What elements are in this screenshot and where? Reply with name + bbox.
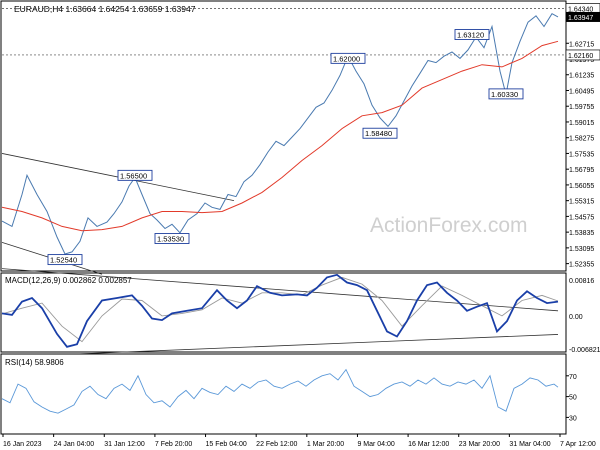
macd-panel-frame (0, 272, 567, 353)
time-axis-tick-label: 22 Feb 12:00 (256, 441, 297, 448)
current-price-tag: 1.63947 (566, 11, 600, 22)
price-y-tick-label: 1.53095 (569, 246, 594, 253)
price-level-tag-box (565, 49, 600, 61)
price-panel: ActionForex.com EURAUD,H4 1.63664 1.6425… (0, 0, 600, 275)
price-annotation-box (454, 29, 490, 40)
time-axis-tick-label: 16 Mar 12:00 (408, 441, 449, 448)
macd-y-tick-label: 0.00 (569, 314, 583, 321)
price-panel-frame (0, 0, 567, 272)
macd-y-tick-label: 0.00816 (569, 278, 594, 285)
price-annotation-box (154, 233, 190, 244)
time-axis-tick-label: 16 Jan 2023 (3, 441, 42, 448)
rsi-panel-title: RSI(14) 58.9806 (5, 358, 64, 367)
rsi-panel-frame (0, 353, 567, 435)
macd-y-axis: 0.00816 0.00 -0.006821 (569, 278, 600, 354)
watermark: ActionForex.com (370, 214, 528, 237)
moving-average-line (1, 40, 559, 232)
price-level-tag: 1.62160 (568, 53, 593, 60)
price-series-line (1, 13, 559, 255)
price-annotation-box (362, 127, 398, 139)
macd-y-tick-label: -0.006821 (569, 347, 600, 354)
price-y-tick-label: 1.61235 (569, 73, 594, 80)
rsi-y-tick-label: 30 (569, 415, 577, 422)
price-y-tick-label: 1.54575 (569, 214, 594, 221)
macd-line (1, 273, 559, 348)
price-y-tick-label: 1.58275 (569, 136, 594, 143)
current-price-box (566, 11, 600, 22)
price-panel-title: EURAUD,H4 1.63664 1.64254 1.63659 1.6394… (14, 4, 196, 14)
macd-panel-title: MACD(12,26,9) 0.002862 0.002857 (5, 276, 132, 285)
macd-panel: MACD(12,26,9) 0.002862 0.002857 0.008160… (0, 268, 600, 355)
price-y-tick-label: 1.59015 (569, 120, 594, 127)
price-y-axis: 1.52355 1.53095 1.53835 1.54575 1.55315 1.560… (566, 41, 594, 269)
price-y-tick-label: 1.57535 (569, 151, 594, 158)
price-annotation-label: 1.58480 (365, 129, 392, 138)
rsi-y-tick-label: 70 (569, 374, 577, 381)
macd-channel-lines (1, 268, 559, 355)
rsi-panel: RSI(14) 58.9806 30 50 70 (0, 353, 577, 435)
price-annotation-label: 1.63120 (457, 31, 484, 40)
price-annotation-label: 1.52540 (50, 256, 77, 265)
macd-channel-line (1, 268, 559, 312)
price-annotation-label: 1.53530 (157, 235, 184, 244)
price-annotation-label: 1.62000 (333, 54, 360, 63)
time-axis-tick-label: 31 Jan 12:00 (104, 441, 145, 448)
time-axis-tick-label: 24 Jan 04:00 (54, 441, 95, 448)
macd-channel-line (76, 334, 559, 355)
price-annotation-label: 1.56500 (120, 171, 147, 180)
current-price-label: 1.63947 (568, 15, 593, 22)
time-axis-tick-label: 23 Mar 20:00 (459, 441, 500, 448)
price-annotation-box (488, 88, 524, 100)
price-y-tick-label: 1.60495 (569, 88, 594, 95)
price-y-tick-label: 1.53835 (569, 230, 594, 237)
time-axis-tick-label: 1 Mar 20:00 (307, 441, 344, 448)
price-y-tick-label: 1.59755 (569, 104, 594, 111)
price-level-tag: 1.64340 (568, 7, 593, 14)
price-y-tick-label: 1.52355 (569, 262, 594, 269)
price-y-tick-label: 1.62715 (569, 41, 594, 48)
time-axis-tick-label: 7 Feb 20:00 (155, 441, 192, 448)
price-y-tick-label: 1.56055 (569, 183, 594, 190)
price-y-tick-label: 1.55315 (569, 199, 594, 206)
time-axis: 16 Jan 2023 24 Jan 04:00 31 Jan 12:00 7 Feb… (2, 434, 596, 448)
rsi-y-axis: 30 50 70 (566, 374, 577, 422)
macd-signal-line (1, 276, 559, 343)
rsi-line (1, 368, 559, 414)
time-axis-tick-label: 31 Mar 04:00 (509, 441, 550, 448)
price-annotation-box (330, 52, 366, 64)
price-annotation-box (47, 254, 83, 266)
time-axis-tick-label: 7 Apr 12:00 (560, 441, 596, 448)
price-annotation-box (117, 169, 153, 181)
time-axis-tick-label: 15 Feb 04:00 (206, 441, 247, 448)
price-y-tick-label: 1.61975 (569, 57, 594, 64)
price-annotation-label: 1.60330 (491, 90, 518, 99)
price-y-tick-label: 1.56795 (569, 167, 594, 174)
price-annotations: 1.56500 1.52540 1.53530 1.62000 1.58480 1.631… (47, 29, 524, 266)
time-axis-tick-label: 9 Mar 04:00 (357, 441, 394, 448)
rsi-y-tick-label: 50 (569, 395, 577, 402)
